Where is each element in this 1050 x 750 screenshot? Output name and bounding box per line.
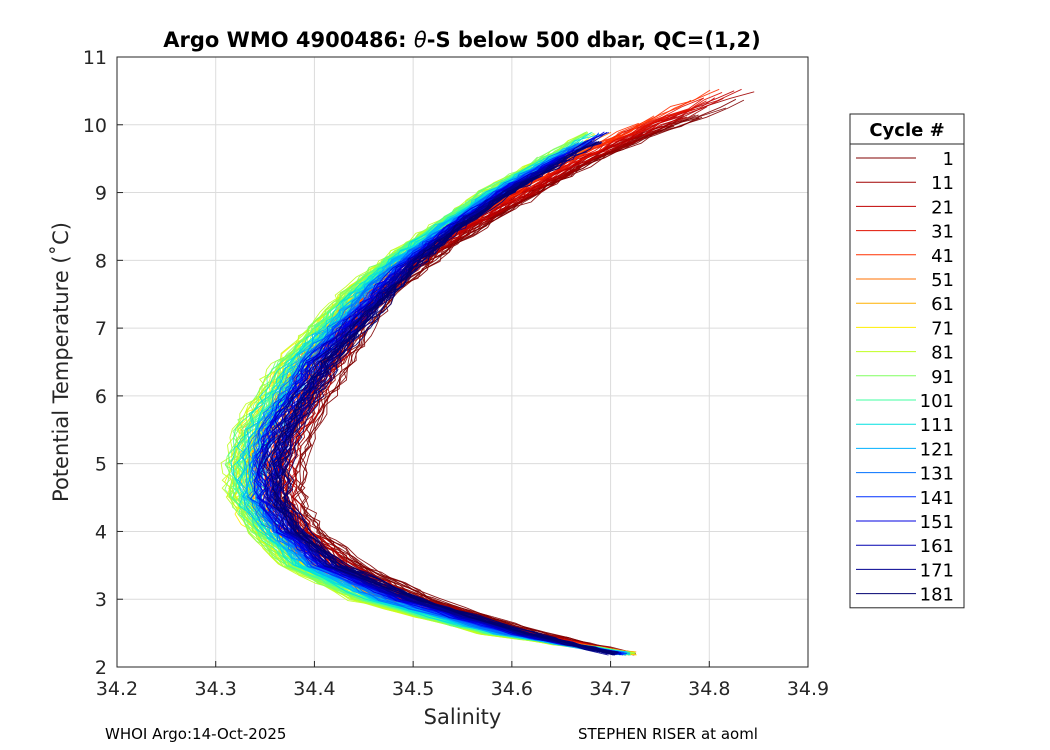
- profile-line: [230, 157, 623, 653]
- legend-label: 151: [920, 512, 954, 533]
- x-tick-label: 34.5: [392, 678, 434, 700]
- y-tick-label: 2: [95, 657, 107, 679]
- y-tick-labels: 2 3 4 5 6 7 8 9 10 11: [83, 47, 107, 679]
- profile-lines: [220, 88, 755, 656]
- y-tick-label: 9: [95, 183, 107, 205]
- legend-label: 51: [931, 270, 954, 291]
- profile-line: [274, 142, 615, 656]
- footer-right: STEPHEN RISER at aoml: [578, 725, 758, 743]
- x-tick-label: 34.9: [787, 678, 829, 700]
- y-axis-label: Potential Temperature (˚C): [49, 222, 73, 502]
- x-axis-label: Salinity: [424, 705, 502, 729]
- legend-label: 31: [931, 222, 954, 243]
- legend-box: [849, 113, 965, 609]
- y-tick-label: 5: [95, 454, 107, 476]
- legend-label: 141: [920, 488, 954, 509]
- legend-label: 81: [931, 343, 954, 364]
- profile-line: [294, 114, 696, 656]
- plot-frame: [116, 56, 809, 668]
- profile-line: [236, 149, 620, 653]
- legend-label: 71: [931, 318, 954, 339]
- profile-line: [271, 158, 617, 655]
- legend-label: 161: [920, 536, 954, 557]
- legend-label: 1: [943, 149, 954, 170]
- legend-label: 91: [931, 367, 954, 388]
- y-tick-label: 7: [95, 318, 107, 340]
- grid-lines: [116, 56, 809, 668]
- y-tick-label: 8: [95, 250, 107, 272]
- x-tick-labels: 34.2 34.3 34.4 34.5 34.6 34.7 34.8 34.9: [96, 678, 829, 700]
- legend-label: 121: [920, 439, 954, 460]
- y-tick-label: 10: [83, 115, 107, 137]
- profile-line: [258, 157, 620, 654]
- y-tick-label: 4: [95, 521, 107, 543]
- footer-left: WHOI Argo:14-Oct-2025: [105, 725, 287, 743]
- legend-label: 21: [931, 197, 954, 218]
- x-tick-label: 34.6: [491, 678, 533, 700]
- x-tick-label: 34.4: [293, 678, 335, 700]
- legend-label: 41: [931, 246, 954, 267]
- x-tick-label: 34.3: [195, 678, 237, 700]
- y-tick-label: 6: [95, 386, 107, 408]
- profile-line: [226, 156, 632, 656]
- legend-label: 131: [920, 464, 954, 485]
- x-tick-label: 34.7: [589, 678, 631, 700]
- legend-label: 61: [931, 294, 954, 315]
- legend-label: 171: [920, 560, 954, 581]
- x-tick-label: 34.8: [688, 678, 730, 700]
- profile-line: [224, 132, 624, 656]
- legend-label: 11: [931, 173, 954, 194]
- legend-label: 181: [920, 585, 954, 606]
- profile-line: [268, 167, 615, 655]
- legend-label: 101: [920, 391, 954, 412]
- legend-title: Cycle #: [869, 120, 944, 141]
- legend-label: 111: [920, 415, 954, 436]
- profile-line: [271, 165, 608, 653]
- y-tick-label: 11: [83, 47, 107, 69]
- y-tick-label: 3: [95, 589, 107, 611]
- legend: Cycle #111213141516171819110111112113114…: [849, 113, 965, 609]
- chart-title: Argo WMO 4900486: θ-S below 500 dbar, QC…: [163, 28, 760, 52]
- profile-line: [295, 98, 737, 653]
- x-tick-label: 34.2: [96, 678, 138, 700]
